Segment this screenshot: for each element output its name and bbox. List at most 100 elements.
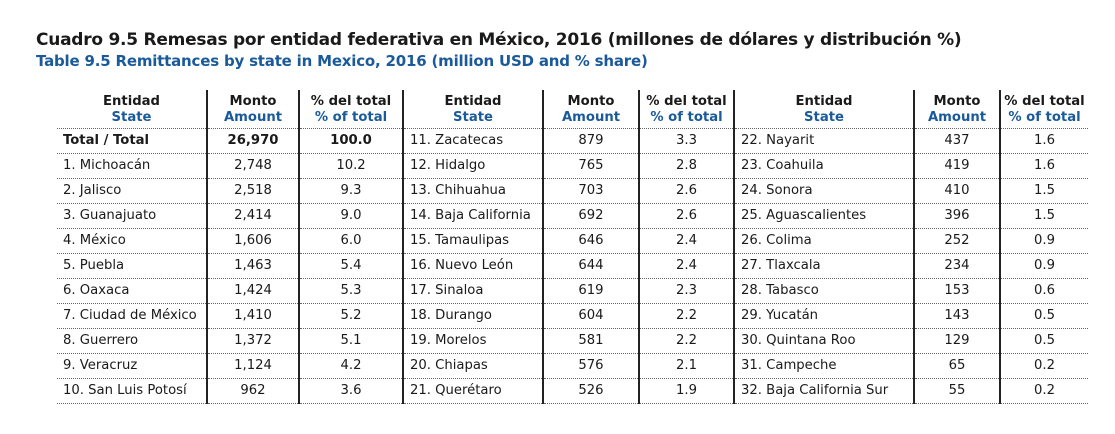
cell-percent: 2.3 xyxy=(639,278,735,304)
header-label-spanish: % del total xyxy=(310,94,392,109)
cell-state: 14. Baja California xyxy=(403,203,544,229)
cell-percent: 100.0 xyxy=(299,128,404,154)
cell-state: 6. Oaxaca xyxy=(57,278,208,304)
cell-percent: 2.4 xyxy=(639,228,735,254)
header-label-english: State xyxy=(804,110,844,125)
cell-state: 17. Sinaloa xyxy=(403,278,544,304)
remittances-table: Entidad State Monto Amount% del total% of t… xyxy=(57,90,1088,404)
cell-state: 31. Campeche xyxy=(734,353,915,379)
cell-state: Total / Total xyxy=(57,128,208,154)
cell-amount: 410 xyxy=(914,178,1001,204)
cell-state: 16. Nuevo León xyxy=(403,253,544,279)
table-row: 6. Oaxaca 1,424 5.3 17. Sinaloa 619 2.3 28. Ta… xyxy=(57,278,1088,304)
cell-amount: 2,748 xyxy=(207,153,300,179)
cell-amount: 644 xyxy=(543,253,640,279)
header-label-spanish: Monto xyxy=(229,94,277,109)
cell-percent: 5.3 xyxy=(299,278,404,304)
cell-state: 24. Sonora xyxy=(734,178,915,204)
column-header-pct: % del total% of total xyxy=(1000,90,1088,129)
header-label-english: Amount xyxy=(561,110,621,125)
cell-amount: 703 xyxy=(543,178,640,204)
cell-percent: 5.1 xyxy=(299,328,404,354)
cell-state: 22. Nayarit xyxy=(734,128,915,154)
cell-percent: 1.5 xyxy=(1000,178,1088,204)
cell-amount: 419 xyxy=(914,153,1001,179)
cell-percent: 2.8 xyxy=(639,153,735,179)
cell-state: 8. Guerrero xyxy=(57,328,208,354)
cell-amount: 26,970 xyxy=(207,128,300,154)
cell-percent: 5.2 xyxy=(299,303,404,329)
cell-amount: 581 xyxy=(543,328,640,354)
table-header-row: Entidad State Monto Amount% del total% of t… xyxy=(57,90,1088,129)
cell-amount: 526 xyxy=(543,378,640,404)
cell-state: 32. Baja California Sur xyxy=(734,378,915,404)
cell-amount: 619 xyxy=(543,278,640,304)
column-header-pct: % del total% of total xyxy=(299,90,404,129)
cell-state: 27. Tlaxcala xyxy=(734,253,915,279)
cell-percent: 0.2 xyxy=(1000,353,1088,379)
cell-percent: 3.3 xyxy=(639,128,735,154)
cell-state: 21. Querétaro xyxy=(403,378,544,404)
header-label-english: State xyxy=(453,110,493,125)
cell-percent: 1.5 xyxy=(1000,203,1088,229)
table-row: 5. Puebla 1,463 5.4 16. Nuevo León 644 2.4 27.… xyxy=(57,253,1088,279)
cell-amount: 1,606 xyxy=(207,228,300,254)
cell-amount: 879 xyxy=(543,128,640,154)
column-header-pct: % del total% of total xyxy=(639,90,735,129)
header-label-english: Amount xyxy=(927,110,987,125)
table-title-english: Table 9.5 Remittances by state in Mexico… xyxy=(36,52,648,70)
cell-percent: 1.6 xyxy=(1000,128,1088,154)
header-label-spanish: Entidad xyxy=(795,94,853,109)
cell-percent: 1.9 xyxy=(639,378,735,404)
header-label-spanish: Monto xyxy=(567,94,615,109)
cell-percent: 2.4 xyxy=(639,253,735,279)
cell-state: 1. Michoacán xyxy=(57,153,208,179)
cell-amount: 65 xyxy=(914,353,1001,379)
cell-percent: 2.2 xyxy=(639,328,735,354)
cell-percent: 2.1 xyxy=(639,353,735,379)
cell-percent: 5.4 xyxy=(299,253,404,279)
cell-amount: 1,424 xyxy=(207,278,300,304)
cell-percent: 2.6 xyxy=(639,178,735,204)
cell-state: 5. Puebla xyxy=(57,253,208,279)
table-row: 8. Guerrero 1,372 5.1 19. Morelos 581 2.2 30. … xyxy=(57,328,1088,354)
cell-amount: 143 xyxy=(914,303,1001,329)
cell-percent: 0.5 xyxy=(1000,328,1088,354)
cell-state: 26. Colima xyxy=(734,228,915,254)
header-label-english: Amount xyxy=(223,110,283,125)
cell-amount: 234 xyxy=(914,253,1001,279)
cell-state: 3. Guanajuato xyxy=(57,203,208,229)
cell-percent: 6.0 xyxy=(299,228,404,254)
cell-state: 15. Tamaulipas xyxy=(403,228,544,254)
column-header-amount: Monto Amount xyxy=(207,90,300,129)
cell-state: 19. Morelos xyxy=(403,328,544,354)
cell-amount: 1,410 xyxy=(207,303,300,329)
cell-amount: 1,124 xyxy=(207,353,300,379)
cell-percent: 0.9 xyxy=(1000,228,1088,254)
cell-amount: 604 xyxy=(543,303,640,329)
column-header-state: Entidad State xyxy=(734,90,915,129)
header-label-spanish: % del total xyxy=(1004,94,1085,109)
cell-state: 9. Veracruz xyxy=(57,353,208,379)
cell-amount: 1,463 xyxy=(207,253,300,279)
cell-percent: 9.3 xyxy=(299,178,404,204)
cell-state: 18. Durango xyxy=(403,303,544,329)
cell-amount: 692 xyxy=(543,203,640,229)
column-header-amount: Monto Amount xyxy=(914,90,1001,129)
cell-state: 11. Zacatecas xyxy=(403,128,544,154)
cell-amount: 765 xyxy=(543,153,640,179)
cell-amount: 153 xyxy=(914,278,1001,304)
cell-amount: 962 xyxy=(207,378,300,404)
cell-percent: 10.2 xyxy=(299,153,404,179)
cell-percent: 2.2 xyxy=(639,303,735,329)
cell-state: 13. Chihuahua xyxy=(403,178,544,204)
header-label-spanish: Monto xyxy=(933,94,981,109)
cell-state: 7. Ciudad de México xyxy=(57,303,208,329)
cell-state: 29. Yucatán xyxy=(734,303,915,329)
cell-amount: 55 xyxy=(914,378,1001,404)
cell-percent: 0.9 xyxy=(1000,253,1088,279)
cell-state: 4. México xyxy=(57,228,208,254)
header-label-english: State xyxy=(111,110,152,125)
cell-state: 30. Quintana Roo xyxy=(734,328,915,354)
cell-state: 28. Tabasco xyxy=(734,278,915,304)
